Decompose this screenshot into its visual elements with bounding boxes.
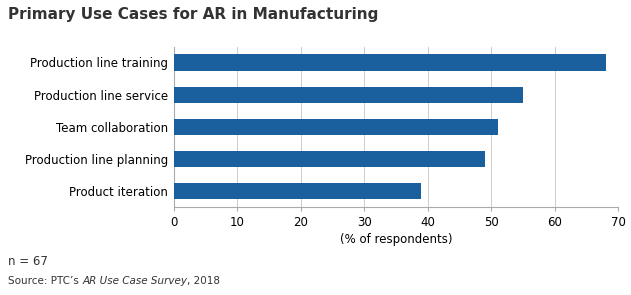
Text: Primary Use Cases for AR in Manufacturing: Primary Use Cases for AR in Manufacturin… — [8, 7, 379, 22]
Bar — [174, 119, 498, 135]
Bar — [174, 183, 422, 199]
X-axis label: (% of respondents): (% of respondents) — [339, 233, 452, 246]
Bar — [174, 87, 523, 103]
Text: n = 67: n = 67 — [8, 255, 48, 268]
Bar — [174, 55, 606, 71]
Text: , 2018: , 2018 — [187, 276, 220, 286]
Text: Source: PTC’s: Source: PTC’s — [8, 276, 82, 286]
Bar — [174, 151, 485, 167]
Text: AR Use Case Survey: AR Use Case Survey — [82, 276, 187, 286]
